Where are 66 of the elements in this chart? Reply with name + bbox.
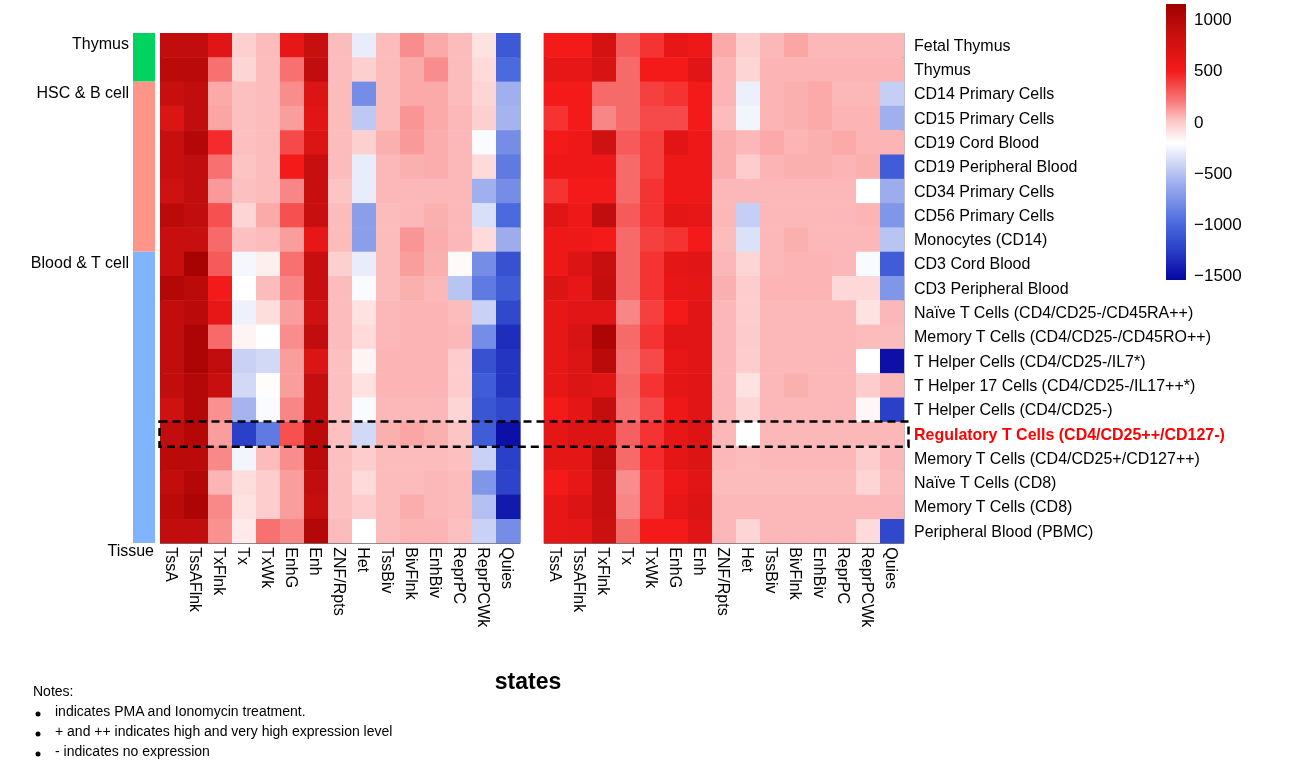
y-tick-label: CD3 Peripheral Blood [914, 279, 1069, 297]
y-tick-label: T Helper 17 Cells (CD4/CD25-/IL17++*) [914, 376, 1196, 394]
x-tick-label: TssAFlnk [571, 547, 589, 614]
y-tick-label: Naïve T Cells (CD8) [914, 474, 1057, 492]
x-tick-label: TssA [163, 547, 181, 583]
x-tick-label: EnhG [667, 547, 685, 589]
color-bar-label: −500 [1194, 163, 1233, 183]
x-tick-label: Enh [691, 547, 709, 576]
y-tick-label: Memory T Cells (CD4/CD25+/CD127++) [914, 449, 1200, 467]
y-tick-label: CD14 Primary Cells [914, 85, 1055, 103]
x-tick-label: TxWk [643, 547, 661, 590]
x-tick-label: EnhBiv [811, 547, 829, 598]
y-tick-label: CD15 Primary Cells [914, 109, 1055, 127]
x-tick-label: ReprPC [835, 547, 853, 605]
x-tick-label: EnhG [283, 547, 301, 589]
color-bar-label: 1000 [1194, 10, 1232, 30]
x-tick-label: BivFlnk [787, 547, 805, 601]
x-tick-label: Tx [619, 547, 637, 566]
color-bar-label: 0 [1194, 112, 1204, 132]
x-tick-label: Het [739, 547, 757, 573]
y-tick-label: CD34 Primary Cells [914, 182, 1055, 200]
x-tick-label: ReprPC [451, 547, 469, 605]
y-tick-label: Memory T Cells (CD4/CD25-/CD45RO++) [914, 328, 1211, 346]
x-tick-label: Het [355, 547, 373, 573]
x-tick-label: Quies [883, 547, 901, 590]
y-tick-label: CD19 Cord Blood [914, 133, 1040, 151]
y-tick-label: Naïve T Cells (CD4/CD25-/CD45RA++) [914, 304, 1194, 322]
text: Blood & T cell [30, 253, 129, 272]
y-tick-label: Thymus [914, 61, 971, 79]
color-bar-label: −1000 [1194, 214, 1242, 234]
y-tick-label: Monocytes (CD14) [914, 231, 1048, 249]
y-tick-label: CD19 Peripheral Blood [914, 158, 1078, 176]
x-tick-label: EnhBiv [427, 547, 445, 598]
y-tick-label: Memory T Cells (CD8) [914, 498, 1073, 516]
x-tick-label: TxFlnk [595, 547, 613, 597]
text: HSC & B cell [36, 83, 129, 102]
x-tick-label: TssAFlnk [187, 547, 205, 614]
y-tick-label: T Helper Cells (CD4/CD25-) [914, 401, 1113, 419]
text: Thymus [72, 35, 129, 53]
x-tick-label: ZNF/Rpts [331, 547, 349, 616]
text: indicates PMA and Ionomycin treatment. [55, 703, 306, 719]
text: + and ++ indicates high and very high expression level [55, 723, 393, 739]
y-tick-label: T Helper Cells (CD4/CD25-/IL7*) [914, 352, 1146, 370]
x-tick-label: ReprPCWk [859, 547, 877, 629]
text: Notes: [33, 683, 74, 699]
x-tick-label: BivFlnk [403, 547, 421, 601]
y-tick-label: CD3 Cord Blood [914, 255, 1031, 273]
x-tick-label: ZNF/Rpts [715, 547, 733, 616]
x-tick-label: TssBiv [763, 547, 781, 594]
color-bar-label: 500 [1194, 61, 1223, 81]
y-tick-label: Fetal Thymus [914, 36, 1011, 54]
x-axis-title: states [493, 668, 563, 695]
x-tick-label: Tx [235, 547, 253, 566]
x-tick-label: TssA [547, 547, 565, 583]
text: - indicates no expression [55, 743, 210, 759]
x-tick-label: TxWk [259, 547, 277, 590]
x-tick-label: Enh [307, 547, 325, 576]
y-tick-label: Regulatory T Cells (CD4/CD25++/CD127-) [914, 425, 1225, 443]
y-tick-label: Peripheral Blood (PBMC) [914, 522, 1094, 540]
x-tick-label: Quies [499, 547, 517, 590]
x-tick-label: TssBiv [379, 547, 397, 594]
y-tick-label: CD56 Primary Cells [914, 206, 1055, 224]
text: Tissue [107, 542, 154, 560]
color-bar-label: −1500 [1194, 265, 1242, 285]
x-tick-label: ReprPCWk [475, 547, 493, 629]
x-tick-label: TxFlnk [211, 547, 229, 597]
